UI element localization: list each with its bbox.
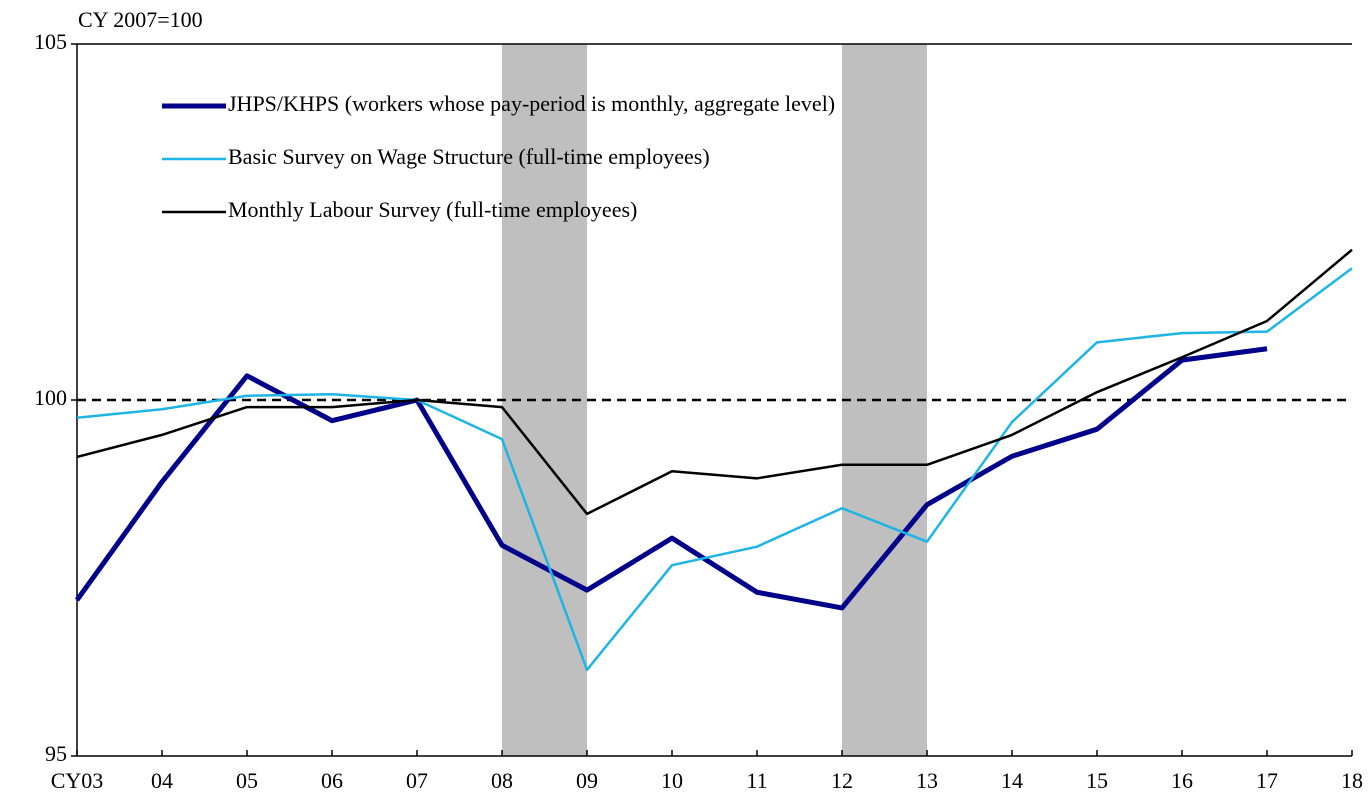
- x-tick-label: 07: [406, 768, 428, 793]
- x-tick-label: 06: [321, 768, 343, 793]
- y-tick-label: 95: [45, 741, 67, 766]
- y-unit-label: CY 2007=100: [78, 7, 203, 32]
- legend-label: JHPS/KHPS (workers whose pay-period is m…: [228, 91, 835, 116]
- y-tick-label: 100: [34, 385, 67, 410]
- x-tick-label: 17: [1256, 768, 1278, 793]
- x-tick-label: 08: [491, 768, 513, 793]
- legend-label: Basic Survey on Wage Structure (full-tim…: [228, 144, 710, 169]
- x-tick-label: 18: [1341, 768, 1363, 793]
- x-tick-label: 14: [1001, 768, 1023, 793]
- y-tick-label: 105: [34, 29, 67, 54]
- x-tick-label: 13: [916, 768, 938, 793]
- x-tick-label: 16: [1171, 768, 1193, 793]
- x-tick-label: 10: [661, 768, 683, 793]
- shaded-period: [842, 44, 927, 756]
- x-tick-label: 09: [576, 768, 598, 793]
- series-line: [74, 346, 1268, 611]
- x-tick-label: 12: [831, 768, 853, 793]
- series-line: [76, 267, 1353, 672]
- legend-label: Monthly Labour Survey (full-time employe…: [228, 197, 637, 222]
- x-tick-label: 05: [236, 768, 258, 793]
- x-tick-label: 04: [151, 768, 173, 793]
- x-tick-label: 11: [746, 768, 767, 793]
- x-tick-label: CY03: [51, 768, 104, 793]
- x-tick-label: 15: [1086, 768, 1108, 793]
- series-line: [76, 248, 1353, 516]
